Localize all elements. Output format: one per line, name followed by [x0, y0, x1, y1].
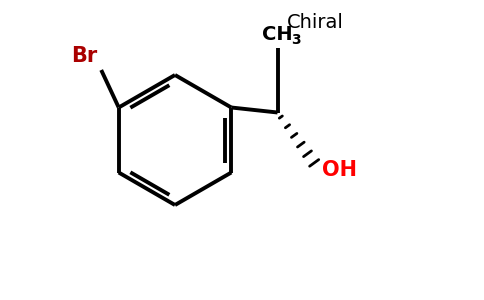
Text: CH: CH [262, 25, 293, 44]
Text: OH: OH [322, 160, 358, 180]
Text: Chiral: Chiral [287, 13, 344, 32]
Text: 3: 3 [291, 32, 301, 46]
Text: Br: Br [71, 46, 97, 66]
